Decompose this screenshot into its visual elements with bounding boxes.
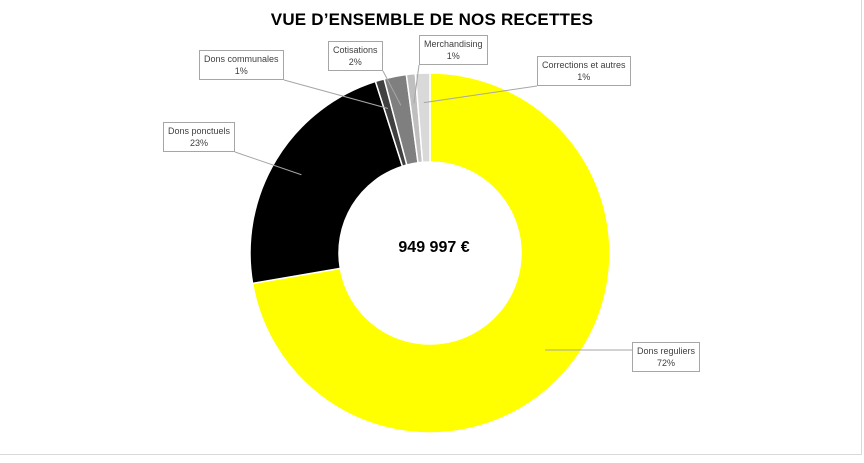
slice-percent: 23% — [190, 138, 209, 148]
data-label-merchandising: Merchandising 1% — [419, 35, 488, 65]
data-label-corrections-et-autres: Corrections et autres 1% — [537, 56, 631, 86]
slice-name: Cotisations — [333, 45, 378, 55]
data-label-dons-reguliers: Dons reguliers 72% — [632, 342, 701, 372]
slice-name: Dons communales — [204, 54, 279, 64]
data-label-cotisations: Cotisations 2% — [328, 41, 383, 71]
data-label-dons-ponctuels: Dons ponctuels 23% — [163, 122, 236, 152]
slice-name: Merchandising — [424, 39, 483, 49]
slice-dons-reguliers — [251, 72, 611, 434]
center-total-label: 949 997 € — [398, 239, 470, 256]
leader-line — [413, 64, 420, 104]
slice-name: Corrections et autres — [542, 60, 626, 70]
slice-corrections-et-autres — [414, 72, 431, 164]
slice-percent: 1% — [577, 72, 591, 82]
slice-dons-ponctuels — [249, 80, 404, 285]
leader-line — [283, 79, 389, 109]
chart-title: VUE D’ENSEMBLE DE NOS RECETTES — [270, 10, 594, 29]
slice-percent: 2% — [348, 57, 362, 67]
slice-percent: 72% — [657, 358, 676, 368]
leader-line — [382, 70, 402, 106]
slice-name: Dons reguliers — [637, 346, 696, 356]
leader-line — [234, 151, 302, 176]
slice-percent: 1% — [234, 66, 248, 76]
slice-percent: 1% — [446, 51, 460, 61]
data-label-dons-communales: Dons communales 1% — [199, 50, 284, 80]
leader-line — [423, 85, 538, 104]
slice-name: Dons ponctuels — [168, 126, 231, 136]
